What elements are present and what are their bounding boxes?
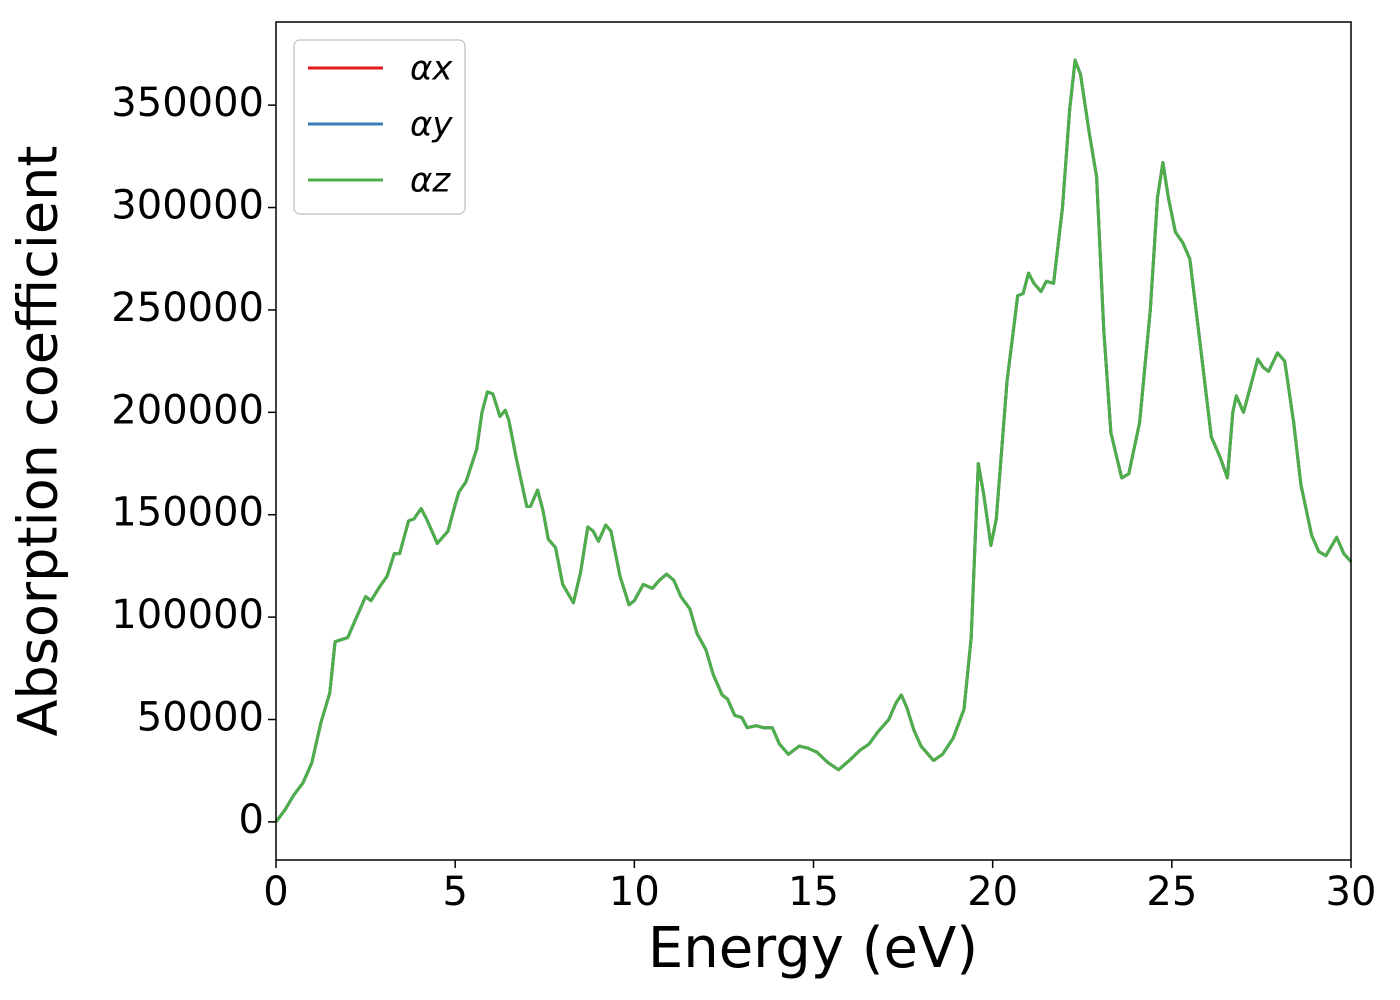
y-tick-label: 0 [239, 797, 264, 843]
x-tick-label: 10 [609, 869, 660, 915]
x-tick-label: 25 [1146, 869, 1197, 915]
y-axis-label: Absorption coefficient [7, 146, 70, 737]
x-tick-label: 0 [263, 869, 288, 915]
x-tick-label: 15 [788, 869, 839, 915]
x-axis-label: Energy (eV) [648, 916, 978, 981]
legend-label: αz [410, 161, 451, 201]
x-tick-label: 20 [967, 869, 1018, 915]
x-tick-label: 30 [1326, 869, 1377, 915]
plot-frame [275, 21, 1352, 861]
y-tick-label: 250000 [111, 285, 264, 331]
y-tick-label: 200000 [111, 387, 264, 433]
series-line [274, 58, 1353, 823]
y-tick-label: 350000 [111, 80, 264, 126]
y-tick-label: 100000 [111, 592, 264, 638]
legend-label: αy [410, 105, 453, 145]
legend-box [293, 39, 466, 215]
y-tick-label: 150000 [111, 490, 264, 536]
y-tick-label: 300000 [111, 183, 264, 229]
y-tick-label: 50000 [137, 695, 264, 741]
legend-label: αx [410, 49, 453, 89]
x-tick-label: 5 [442, 869, 467, 915]
